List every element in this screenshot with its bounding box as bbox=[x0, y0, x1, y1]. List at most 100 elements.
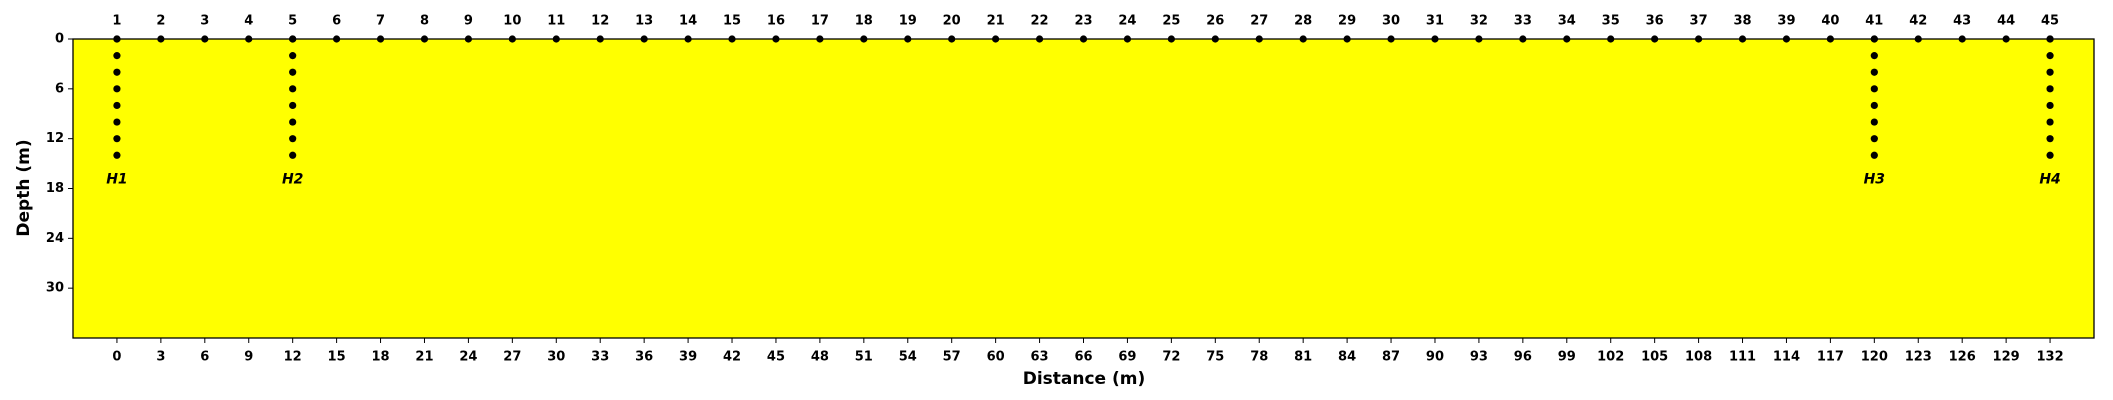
x-tick-label: 117 bbox=[1817, 350, 1844, 365]
electrode-label: 35 bbox=[1602, 14, 1620, 29]
borehole-electrode bbox=[113, 118, 121, 126]
electrode-label: 10 bbox=[503, 14, 521, 29]
x-tick-label: 72 bbox=[1162, 350, 1180, 365]
electrode bbox=[376, 35, 385, 43]
borehole-label: H4 bbox=[2039, 171, 2060, 187]
borehole-electrode bbox=[113, 85, 121, 93]
electrode-label: 9 bbox=[464, 14, 473, 29]
electrode-label: 32 bbox=[1470, 14, 1488, 29]
x-tick-label: 81 bbox=[1294, 350, 1312, 365]
electrode-label: 20 bbox=[943, 14, 961, 29]
electrode bbox=[596, 35, 604, 43]
borehole-label: H2 bbox=[282, 171, 303, 187]
x-tick-label: 69 bbox=[1118, 350, 1136, 365]
x-tick-label: 96 bbox=[1514, 350, 1532, 365]
x-tick-label: 24 bbox=[459, 350, 477, 365]
x-tick-label: 63 bbox=[1031, 350, 1049, 365]
borehole-electrode bbox=[1870, 118, 1878, 126]
electrode bbox=[1299, 35, 1307, 43]
electrode-label: 41 bbox=[1865, 14, 1883, 29]
x-tick-label: 123 bbox=[1905, 350, 1932, 365]
electrode bbox=[1563, 35, 1571, 43]
electrode-label: 34 bbox=[1558, 14, 1576, 29]
plot-area bbox=[72, 38, 2095, 339]
x-tick-label: 132 bbox=[2036, 350, 2063, 365]
electrode bbox=[816, 35, 824, 43]
borehole-electrode bbox=[289, 135, 297, 143]
electrode-label: 6 bbox=[332, 14, 341, 29]
x-tick-label: 102 bbox=[1597, 350, 1624, 365]
electrode-label: 23 bbox=[1074, 14, 1092, 29]
electrode bbox=[728, 35, 736, 43]
x-tick-label: 108 bbox=[1685, 350, 1712, 365]
electrode-label: 27 bbox=[1250, 14, 1268, 29]
electrode-label: 44 bbox=[1997, 14, 2015, 29]
x-tick-label: 60 bbox=[987, 350, 1005, 365]
electrode bbox=[1387, 35, 1395, 43]
electrode bbox=[992, 35, 1000, 43]
x-tick-label: 15 bbox=[328, 350, 346, 365]
borehole-electrode bbox=[289, 52, 297, 60]
x-tick-label: 36 bbox=[635, 350, 653, 365]
x-tick-label: 78 bbox=[1250, 350, 1268, 365]
x-tick-label: 18 bbox=[371, 350, 389, 365]
borehole-electrode bbox=[113, 135, 121, 143]
y-tick-label: 0 bbox=[55, 32, 64, 47]
borehole-electrode bbox=[2046, 68, 2054, 76]
x-tick-label: 3 bbox=[156, 350, 165, 365]
electrode-label: 42 bbox=[1909, 14, 1927, 29]
electrode bbox=[904, 35, 912, 43]
electrode-label: 37 bbox=[1690, 14, 1708, 29]
electrode-label: 15 bbox=[723, 14, 741, 29]
borehole-label: H3 bbox=[1864, 171, 1885, 187]
x-tick-label: 66 bbox=[1074, 350, 1092, 365]
electrode-label: 25 bbox=[1162, 14, 1180, 29]
electrode-label: 28 bbox=[1294, 14, 1312, 29]
electrode-label: 31 bbox=[1426, 14, 1444, 29]
borehole-electrode bbox=[113, 52, 121, 60]
borehole-electrode bbox=[113, 101, 121, 110]
electrode-label: 26 bbox=[1206, 14, 1224, 29]
borehole-electrode bbox=[2046, 101, 2054, 110]
electrode bbox=[772, 35, 780, 43]
electrode bbox=[157, 35, 165, 43]
electrode bbox=[333, 35, 341, 43]
y-axis-title: Depth (m) bbox=[14, 139, 34, 236]
x-tick-label: 84 bbox=[1338, 350, 1356, 365]
borehole-electrode bbox=[2046, 135, 2054, 143]
borehole-electrode bbox=[2046, 118, 2054, 126]
x-tick-label: 6 bbox=[200, 350, 209, 365]
borehole-electrode bbox=[2046, 85, 2054, 93]
x-tick-label: 93 bbox=[1470, 350, 1488, 365]
electrode bbox=[552, 35, 560, 43]
electrode-label: 29 bbox=[1338, 14, 1356, 29]
electrode bbox=[1607, 35, 1615, 43]
x-tick-label: 21 bbox=[415, 350, 433, 365]
electrode-label: 1 bbox=[112, 14, 121, 29]
electrode bbox=[640, 35, 648, 43]
borehole-electrode bbox=[113, 35, 121, 43]
x-tick-label: 54 bbox=[899, 350, 917, 365]
x-tick-label: 126 bbox=[1949, 350, 1976, 365]
electrode bbox=[420, 35, 429, 43]
electrode bbox=[464, 35, 473, 43]
electrode-label: 7 bbox=[376, 14, 385, 29]
electrode-label: 30 bbox=[1382, 14, 1400, 29]
electrode-label: 22 bbox=[1031, 14, 1049, 29]
y-tick-label: 12 bbox=[46, 131, 64, 146]
electrode bbox=[1958, 35, 1966, 43]
x-tick-label: 51 bbox=[855, 350, 873, 365]
borehole-electrode bbox=[289, 151, 297, 159]
electrode-label: 24 bbox=[1118, 14, 1136, 29]
borehole-electrode bbox=[1870, 35, 1878, 43]
electrode bbox=[1651, 35, 1659, 43]
x-tick-label: 33 bbox=[591, 350, 609, 365]
electrode-label: 45 bbox=[2041, 14, 2059, 29]
electrode-label: 5 bbox=[288, 14, 297, 29]
electrode-label: 11 bbox=[547, 14, 565, 29]
borehole-electrode bbox=[1870, 151, 1878, 159]
electrode bbox=[1782, 35, 1791, 43]
electrode bbox=[1694, 35, 1703, 43]
electrode bbox=[2002, 35, 2010, 43]
electrode bbox=[1826, 35, 1834, 43]
